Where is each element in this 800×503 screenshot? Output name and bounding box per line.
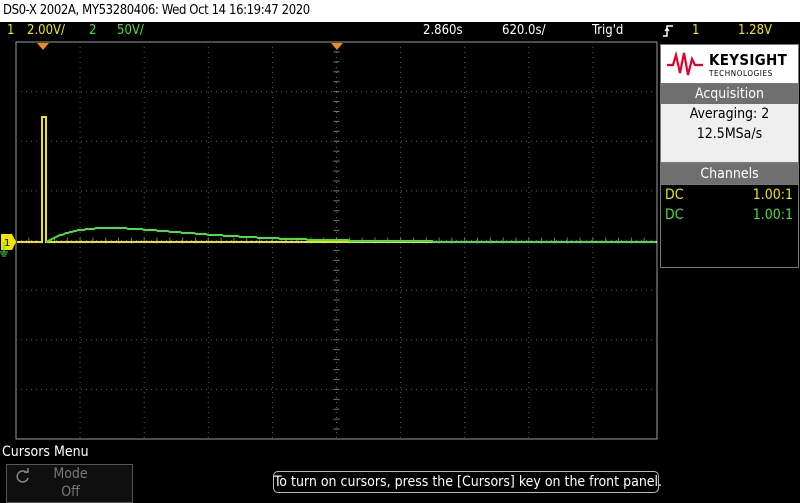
channel-row-2[interactable]: DC 1.00:1 [661, 205, 798, 225]
ch1-trace [17, 116, 657, 243]
acquisition-header: Acquisition [661, 84, 798, 104]
ch2-coupling: DC [665, 207, 684, 223]
trigger-level[interactable]: 1.28V [738, 23, 773, 38]
mode-softkey[interactable]: Mode Off [6, 464, 133, 503]
trigger-status: Trig'd [592, 23, 624, 38]
ch1-probe: 1.00:1 [752, 187, 793, 203]
rotate-knob-icon [15, 468, 31, 488]
keysight-logo: KEYSIGHT TECHNOLOGIES [660, 44, 799, 84]
mode-value: Off [61, 484, 80, 500]
trigger-rising-edge-icon [662, 24, 674, 44]
ch1-number: 1 [7, 23, 15, 38]
ch2-number: 2 [89, 23, 97, 38]
channel-row-1[interactable]: DC 1.00:1 [661, 185, 798, 205]
ch2-ground-marker [0, 242, 8, 257]
channels-panel[interactable]: Channels DC 1.00:1 DC 1.00:1 [660, 163, 799, 268]
ch2-scale[interactable]: 50V/ [117, 23, 144, 38]
status-bar: 1 2.00V/ 2 50V/ 2.860s 620.0s/ Trig'd 1 … [0, 22, 800, 40]
cursor-hint-message: To turn on cursors, press the [Cursors] … [273, 471, 662, 493]
title-bar: DS0-X 2002A, MY53280406: Wed Oct 14 16:1… [0, 0, 800, 22]
mode-label: Mode [53, 466, 88, 482]
menu-title: Cursors Menu [2, 444, 89, 460]
ch1-coupling: DC [665, 187, 684, 203]
channels-header: Channels [661, 164, 798, 185]
trigger-position-marker [37, 43, 49, 50]
brand-name: KEYSIGHT [709, 51, 788, 69]
ch1-scale[interactable]: 2.00V/ [27, 23, 65, 38]
trigger-source: 1 [692, 23, 700, 38]
sample-rate: 12.5MSa/s [696, 126, 763, 142]
horizontal-scale[interactable]: 620.0s/ [502, 23, 546, 38]
ch2-probe: 1.00:1 [752, 207, 793, 223]
keysight-wave-icon [667, 51, 703, 76]
svg-text:1: 1 [4, 238, 10, 249]
sidebar: KEYSIGHT TECHNOLOGIES Acquisition Averag… [659, 40, 800, 442]
softkey-menu: Cursors Menu Mode Off To turn on cursors… [0, 442, 800, 503]
brand-subtitle: TECHNOLOGIES [709, 69, 773, 78]
ch2-trace [45, 227, 656, 243]
acquisition-panel[interactable]: Acquisition Averaging: 2 12.5MSa/s [660, 83, 799, 163]
waveform-display[interactable]: 1 [0, 40, 660, 442]
acquisition-mode: Averaging: 2 [689, 106, 770, 122]
ch1-ground-marker [1, 234, 16, 250]
time-reference-marker [331, 43, 343, 50]
horizontal-delay[interactable]: 2.860s [423, 23, 463, 38]
window-title: DS0-X 2002A, MY53280406: Wed Oct 14 16:1… [3, 3, 310, 18]
